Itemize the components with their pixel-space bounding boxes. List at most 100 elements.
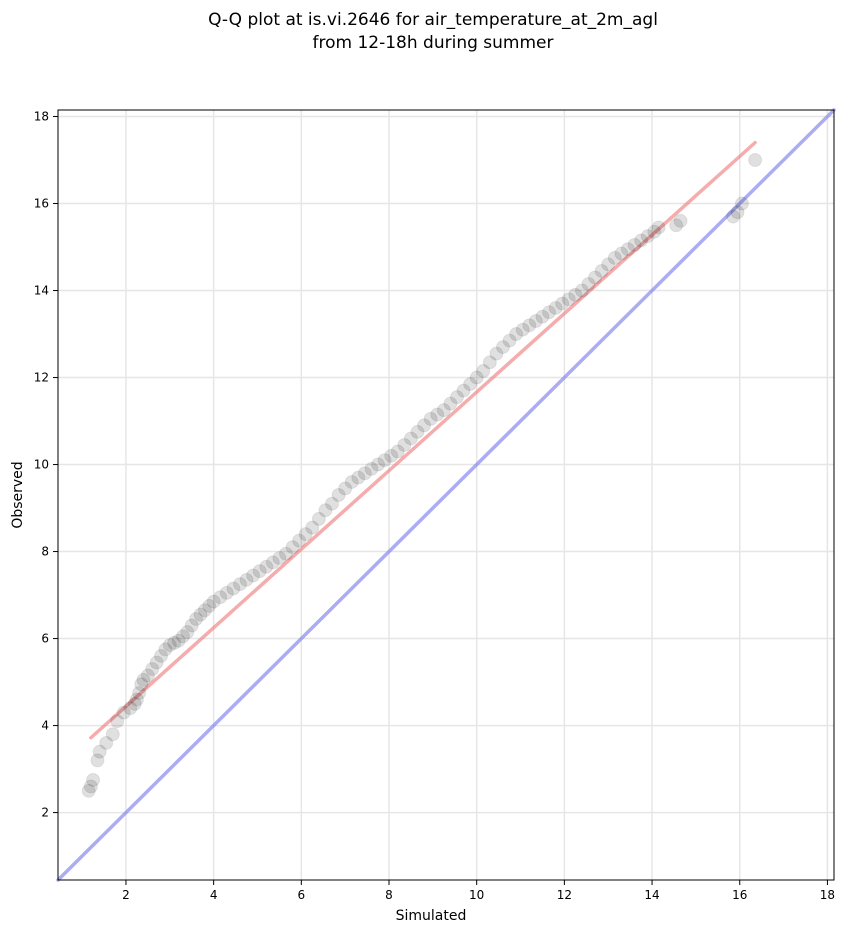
axis-ticks: 2 4 6 8 10 12 14 16 18 2 4 6 8 10 12 14 16 18 — [34, 110, 835, 902]
data-point — [110, 714, 125, 729]
data-point — [417, 418, 432, 433]
data-point — [364, 461, 379, 476]
data-point — [193, 607, 208, 622]
y-tick-label: 2 — [41, 806, 49, 820]
data-point — [515, 322, 530, 337]
reference-lines — [56, 108, 836, 882]
data-point — [318, 503, 333, 518]
data-point — [436, 403, 451, 418]
x-tick-label: 6 — [298, 888, 306, 902]
data-point — [555, 296, 570, 311]
data-point — [673, 213, 688, 228]
y-tick-label: 16 — [34, 197, 49, 211]
data-point — [344, 474, 359, 489]
data-point — [482, 355, 497, 370]
data-point — [162, 638, 177, 653]
x-tick-label: 2 — [122, 888, 130, 902]
data-point — [134, 677, 149, 692]
y-tick-label: 10 — [34, 458, 49, 472]
chart-title-line-1: Q-Q plot at is.vi.2646 for air_temperatu… — [208, 10, 658, 30]
data-point — [331, 488, 346, 502]
data-point — [726, 209, 741, 224]
data-point — [384, 448, 399, 463]
x-tick-label: 16 — [732, 888, 747, 902]
x-tick-label: 12 — [557, 888, 572, 902]
y-tick-label: 12 — [34, 371, 49, 385]
data-point — [226, 581, 241, 596]
y-tick-label: 6 — [41, 632, 49, 646]
data-point — [640, 229, 655, 244]
y-tick-label: 18 — [34, 110, 49, 124]
data-point — [140, 668, 155, 683]
data-point — [669, 218, 684, 233]
data-point — [197, 603, 212, 618]
data-point — [127, 696, 142, 711]
data-point — [734, 196, 749, 211]
data-point — [620, 242, 635, 257]
data-point — [265, 555, 280, 570]
x-tick-label: 18 — [820, 888, 835, 902]
data-point — [647, 224, 662, 239]
data-point — [730, 205, 745, 220]
data-point — [149, 655, 164, 670]
x-axis-label: Simulated — [396, 908, 467, 924]
data-point — [239, 572, 254, 587]
data-point — [272, 551, 287, 566]
data-point — [528, 313, 543, 328]
data-point — [581, 277, 596, 292]
data-point — [403, 431, 418, 446]
data-point — [430, 407, 445, 422]
data-point — [158, 642, 173, 657]
data-point — [574, 283, 589, 298]
data-point — [548, 300, 563, 315]
data-point — [357, 466, 372, 481]
data-point — [167, 635, 182, 650]
data-point — [594, 263, 609, 278]
data-point — [561, 292, 576, 307]
data-point — [338, 481, 353, 496]
data-point — [651, 220, 666, 235]
data-point — [202, 598, 217, 613]
data-point — [123, 701, 138, 716]
data-point — [259, 559, 274, 574]
data-point — [410, 424, 425, 439]
data-point — [132, 685, 147, 700]
data-point — [206, 594, 221, 609]
data-point — [449, 390, 464, 405]
data-point — [213, 590, 228, 605]
x-tick-label: 8 — [385, 888, 393, 902]
grid — [58, 110, 834, 880]
data-point — [171, 633, 186, 648]
data-point — [489, 346, 504, 361]
y-tick-label: 4 — [41, 719, 49, 733]
data-point — [542, 305, 557, 320]
data-point — [90, 753, 105, 768]
data-point — [145, 662, 160, 677]
data-point — [495, 340, 510, 355]
data-point — [285, 540, 300, 555]
data-point — [86, 772, 101, 787]
data-point — [136, 672, 151, 687]
data-point — [116, 705, 131, 720]
chart-title-line-2: from 12-18h during summer — [313, 33, 554, 53]
data-point — [83, 779, 98, 794]
data-point — [627, 237, 642, 252]
data-point — [601, 257, 616, 272]
data-point — [311, 511, 326, 526]
data-point — [81, 783, 96, 798]
data-point — [246, 568, 261, 583]
x-tick-label: 4 — [210, 888, 218, 902]
data-point — [588, 270, 603, 285]
data-point — [469, 370, 484, 385]
data-point — [568, 287, 583, 302]
data-point — [502, 333, 517, 348]
data-point — [443, 396, 458, 411]
data-point — [371, 457, 386, 472]
data-point — [252, 564, 267, 579]
y-tick-label: 8 — [41, 545, 49, 559]
data-point — [175, 629, 190, 644]
data-point — [351, 470, 366, 485]
data-point — [99, 735, 114, 750]
data-point — [390, 444, 405, 459]
